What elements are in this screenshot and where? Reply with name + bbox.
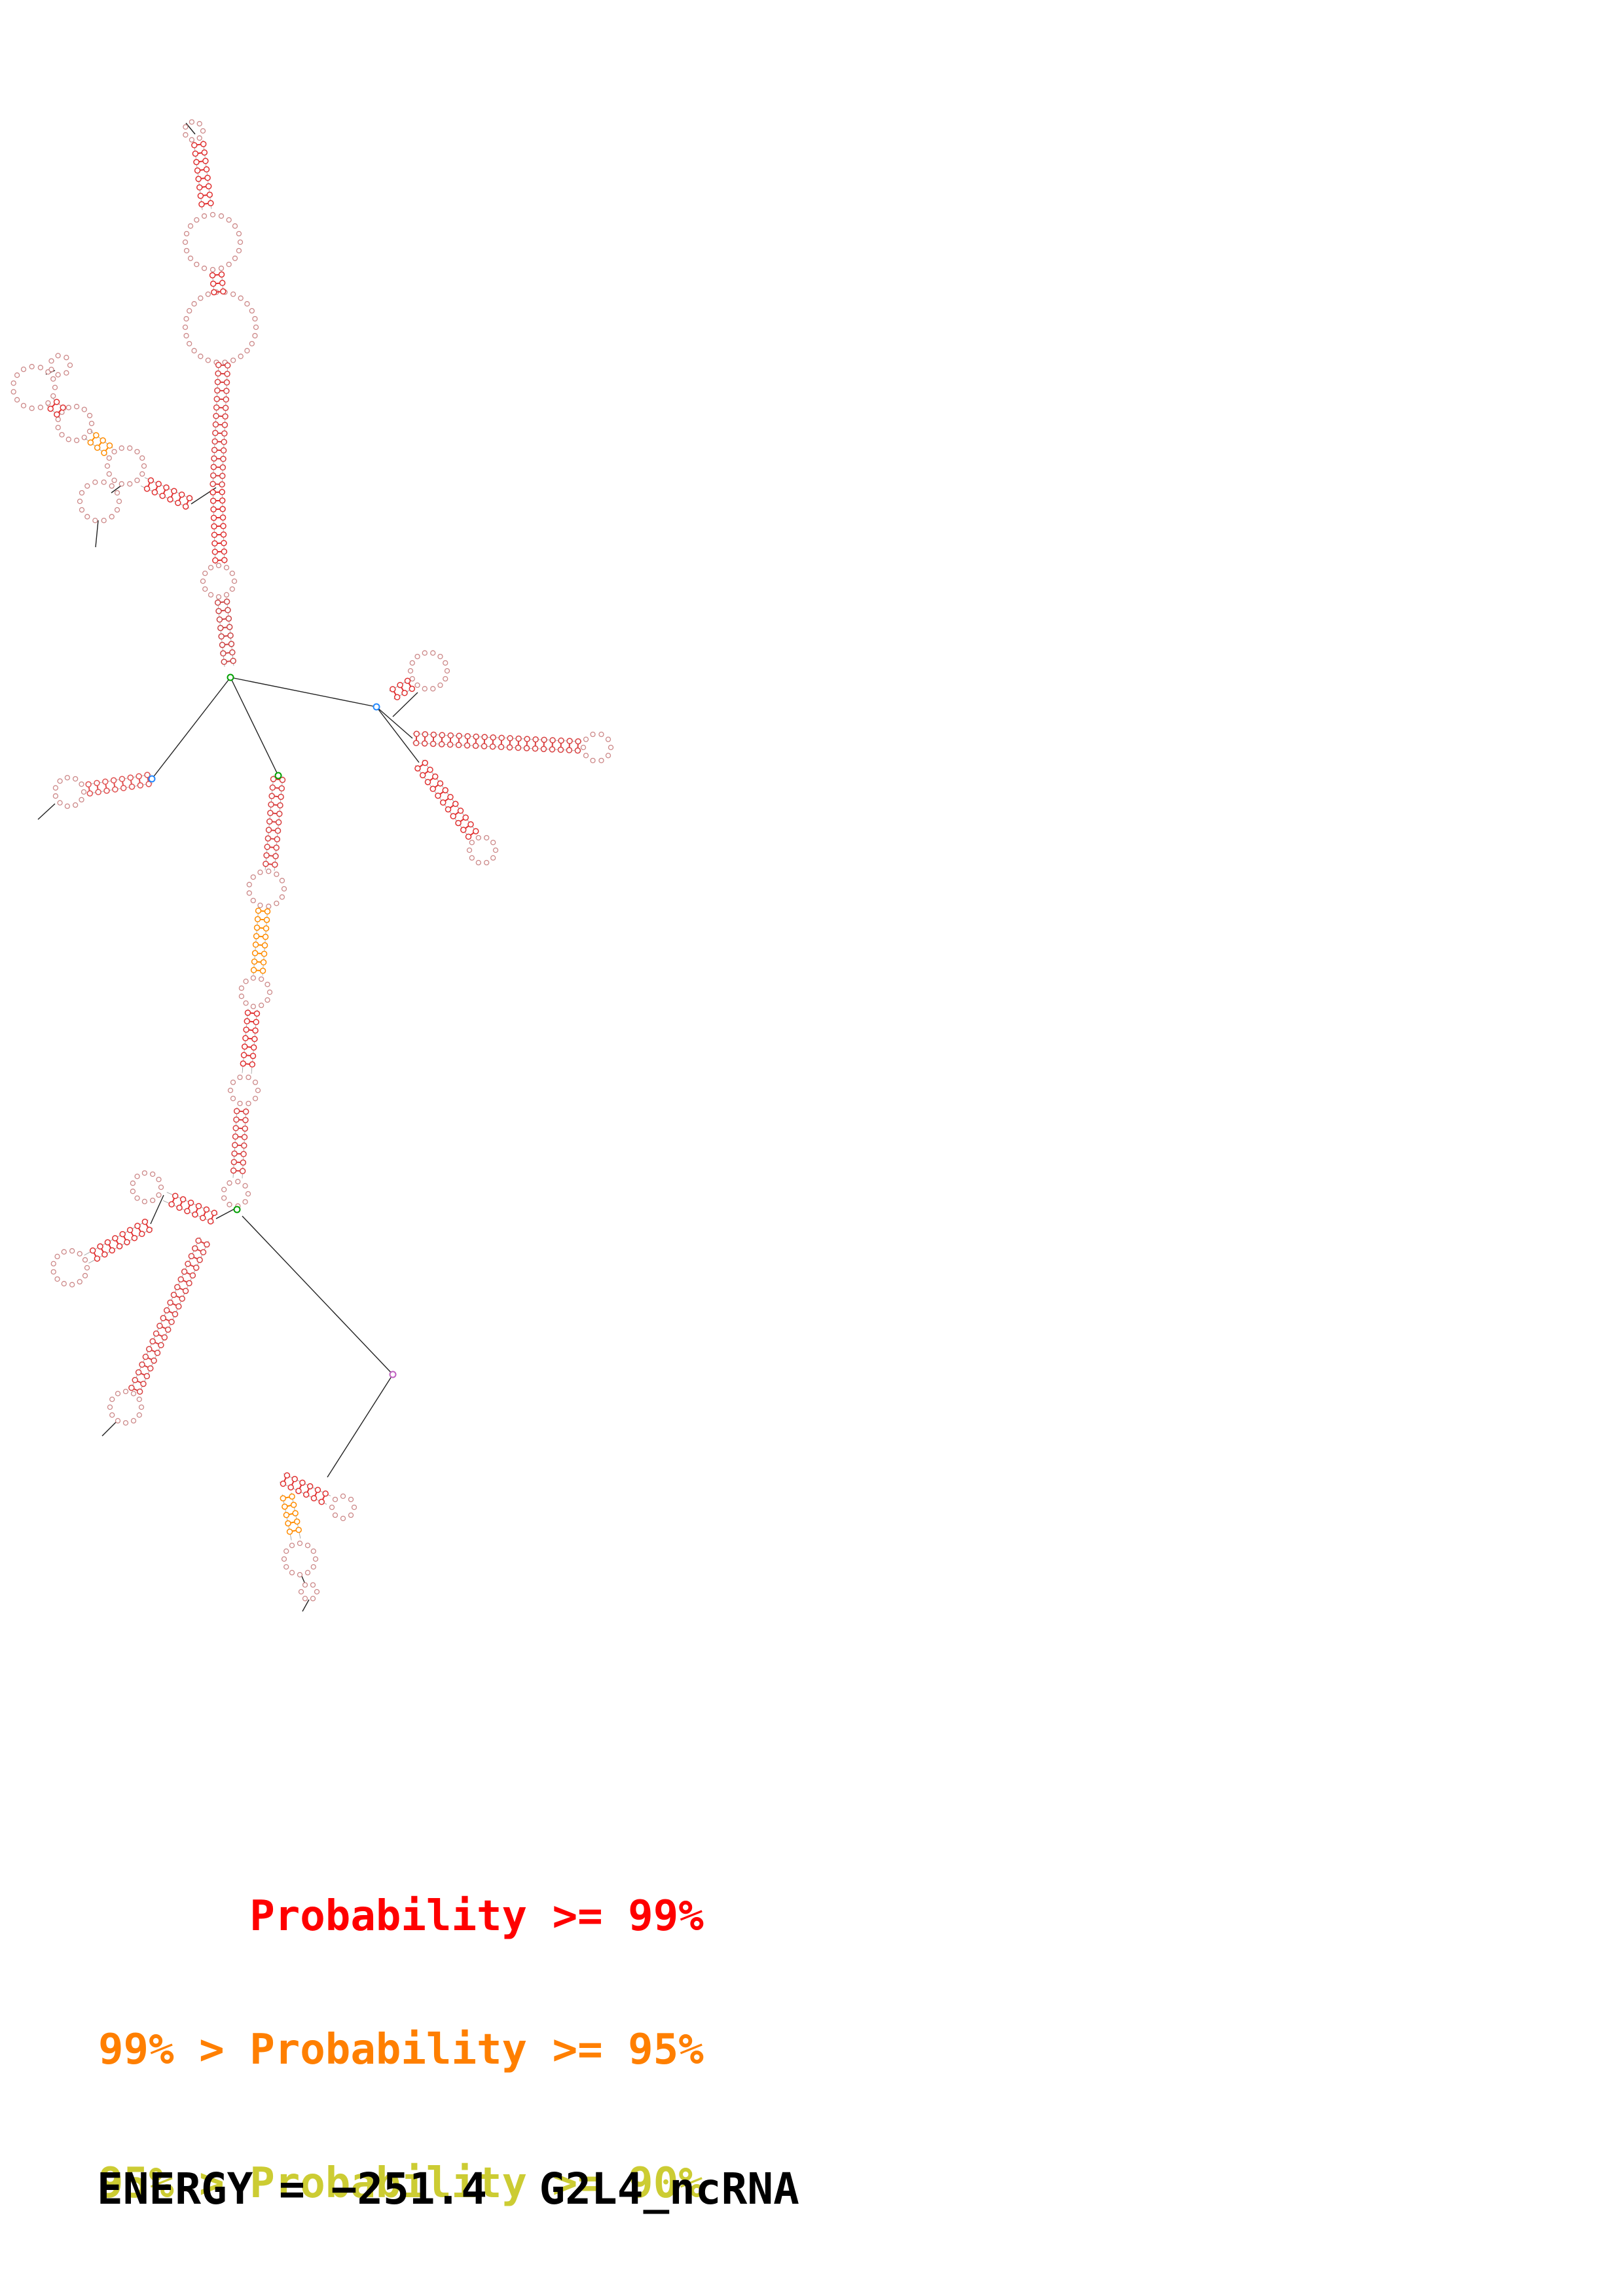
probability-legend: Probability >= 99% 99% > Probability >= … — [98, 1805, 704, 2296]
legend-line-99: Probability >= 99% — [98, 1892, 704, 1941]
energy-label: ENERGY = −251.4 G2L4_ncRNA — [97, 2164, 799, 2214]
legend-line-90: 95% > Probability >= 90% — [98, 2159, 704, 2208]
legend-line-95: 99% > Probability >= 95% — [98, 2026, 704, 2074]
legend-line-80: 90% > Probability >= 80% — [98, 2295, 704, 2296]
